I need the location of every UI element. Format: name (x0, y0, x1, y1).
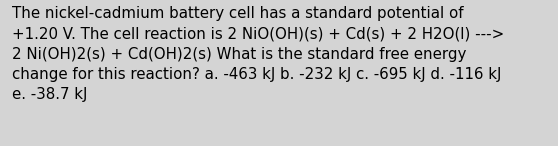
Text: The nickel-cadmium battery cell has a standard potential of
+1.20 V. The cell re: The nickel-cadmium battery cell has a st… (12, 6, 504, 102)
